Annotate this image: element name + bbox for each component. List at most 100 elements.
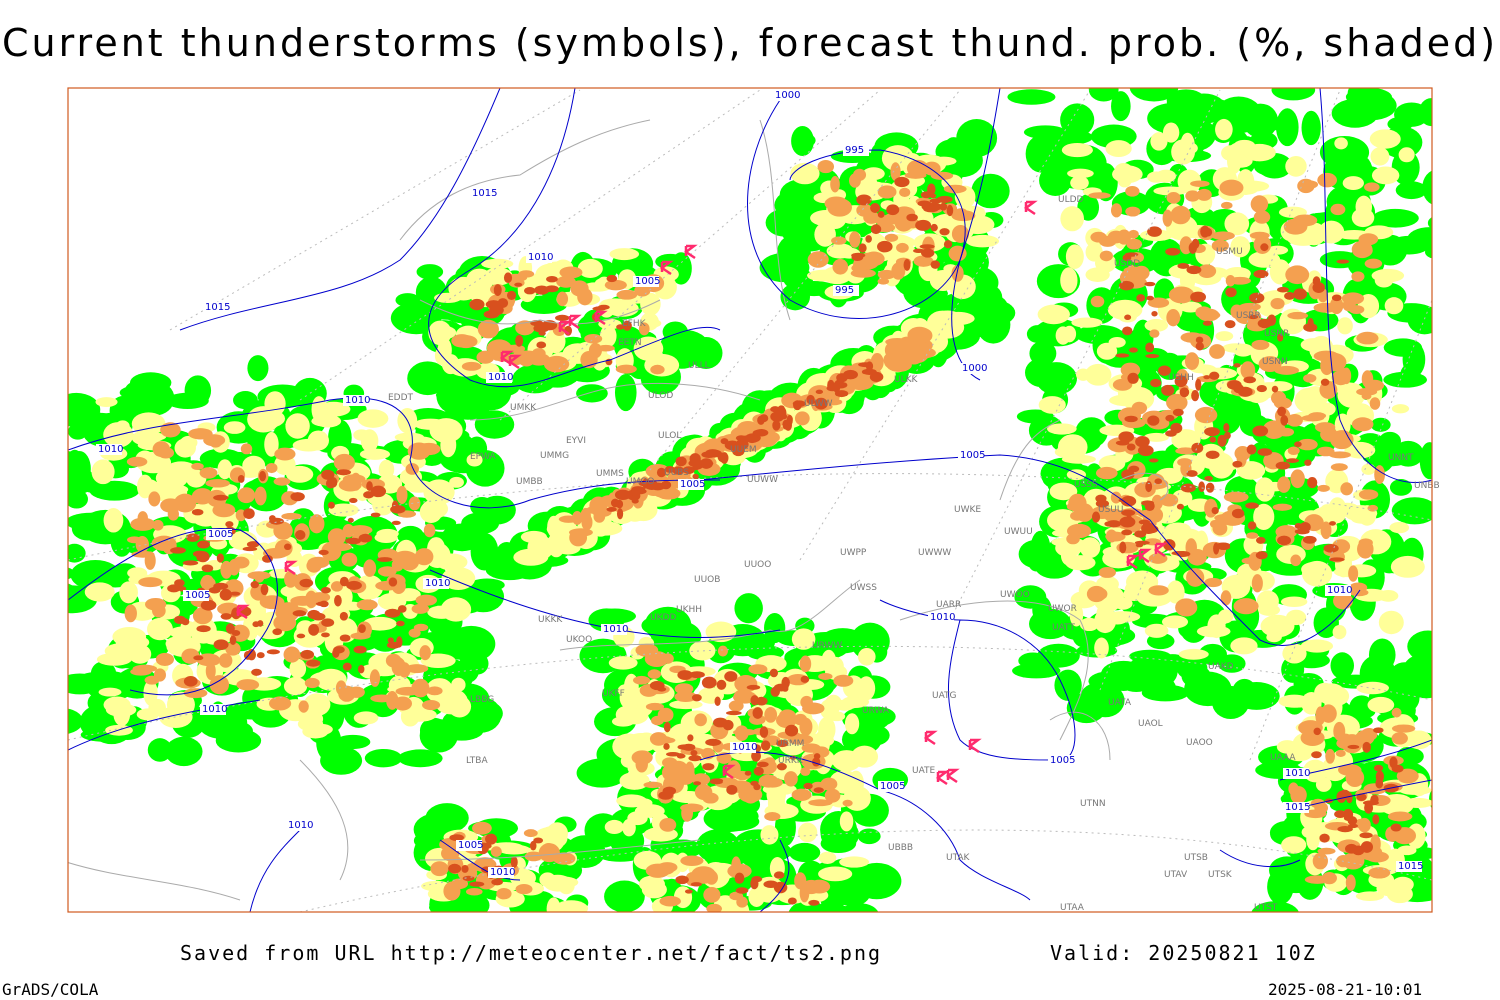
shade-blob — [1208, 452, 1235, 479]
shade-blob — [533, 837, 544, 844]
shade-blob — [1348, 565, 1359, 582]
shade-blob — [1345, 874, 1356, 891]
shade-blob — [739, 435, 753, 443]
shade-blob — [506, 290, 517, 300]
shade-blob — [1126, 443, 1136, 451]
shade-blob — [1211, 506, 1219, 515]
shade-blob — [408, 628, 421, 638]
shade-blob — [1095, 494, 1107, 503]
shade-blob — [104, 643, 136, 659]
shade-blob — [183, 675, 198, 687]
shade-blob — [329, 477, 338, 488]
shade-blob — [675, 875, 689, 885]
shade-blob — [1145, 342, 1155, 353]
shade-blob — [894, 176, 910, 188]
shade-blob — [839, 811, 854, 832]
shade-blob — [436, 553, 468, 571]
station-label: UWOO — [1000, 590, 1030, 600]
shade-blob — [1062, 325, 1077, 343]
shade-blob — [705, 621, 737, 643]
shade-blob — [1369, 129, 1401, 149]
shade-blob — [1085, 242, 1103, 262]
shade-blob — [1255, 536, 1266, 544]
station-label: UKOO — [566, 635, 592, 645]
shade-blob — [631, 750, 653, 765]
station-label: UMBB — [516, 477, 543, 487]
shade-blob — [1389, 521, 1410, 534]
shade-blob — [515, 334, 524, 347]
shade-blob — [309, 723, 333, 735]
shade-blob — [778, 405, 785, 410]
shade-blob — [314, 414, 342, 428]
shade-blob — [1362, 741, 1371, 753]
shade-blob — [1240, 361, 1256, 380]
shade-blob — [259, 595, 285, 610]
shade-blob — [339, 611, 348, 621]
shade-blob — [1153, 186, 1188, 196]
isobar-label: 1015 — [205, 302, 230, 313]
shade-blob — [877, 185, 897, 199]
shade-blob — [1233, 598, 1259, 615]
shade-blob — [1145, 480, 1153, 493]
shade-blob — [490, 846, 502, 857]
shade-blob — [126, 456, 148, 467]
shade-blob — [358, 624, 366, 634]
isobar-label: 1000 — [962, 363, 987, 374]
shade-blob — [948, 245, 967, 262]
shade-blob — [328, 503, 359, 517]
shade-blob — [1116, 664, 1156, 693]
shade-blob — [1347, 823, 1359, 829]
shade-blob — [757, 415, 765, 425]
shade-blob — [407, 361, 449, 396]
shade-blob — [1335, 749, 1346, 757]
shade-blob — [213, 582, 229, 590]
shade-blob — [1341, 852, 1365, 870]
shade-blob — [1038, 396, 1066, 414]
shade-blob — [1384, 297, 1404, 315]
shade-blob — [182, 560, 199, 566]
shade-blob — [923, 205, 939, 213]
shade-blob — [597, 304, 610, 310]
shade-blob — [1086, 683, 1125, 718]
isobar-label: 1015 — [472, 188, 497, 199]
shade-blob — [1253, 503, 1275, 531]
shade-blob — [801, 743, 821, 753]
shade-blob — [1211, 231, 1235, 241]
station-label: UUEM — [730, 445, 757, 455]
shade-blob — [790, 162, 820, 185]
shade-blob — [343, 649, 370, 667]
shade-blob — [1175, 447, 1197, 455]
shade-blob — [547, 520, 568, 535]
shade-blob — [1112, 378, 1133, 391]
shade-blob — [644, 651, 669, 667]
shade-blob — [186, 533, 200, 542]
shade-blob — [1228, 276, 1252, 285]
shade-blob — [546, 276, 558, 283]
shade-blob — [68, 708, 83, 734]
shade-blob — [1285, 458, 1299, 463]
shade-blob — [422, 699, 441, 711]
shade-blob — [616, 289, 638, 300]
shade-blob — [852, 168, 867, 181]
shade-blob — [1277, 406, 1287, 417]
shade-blob — [1337, 733, 1352, 742]
station-label: UUOB — [694, 575, 720, 585]
shade-blob — [1007, 89, 1056, 105]
shade-blob — [1249, 231, 1270, 240]
shade-blob — [415, 594, 437, 606]
shade-blob — [705, 738, 722, 746]
shade-blob — [321, 618, 335, 627]
shade-blob — [212, 503, 236, 518]
shade-blob — [1166, 308, 1181, 327]
shade-blob — [1147, 415, 1160, 426]
shade-blob — [246, 541, 260, 548]
shade-blob — [1187, 548, 1207, 566]
shade-blob — [907, 326, 932, 344]
shade-blob — [196, 625, 211, 633]
shade-blob — [1224, 320, 1236, 329]
shade-blob — [1330, 652, 1355, 679]
shade-blob — [1250, 195, 1269, 213]
station-label: URKK — [778, 756, 804, 766]
shade-blob — [1177, 263, 1190, 269]
station-label: UTSK — [1208, 870, 1233, 880]
